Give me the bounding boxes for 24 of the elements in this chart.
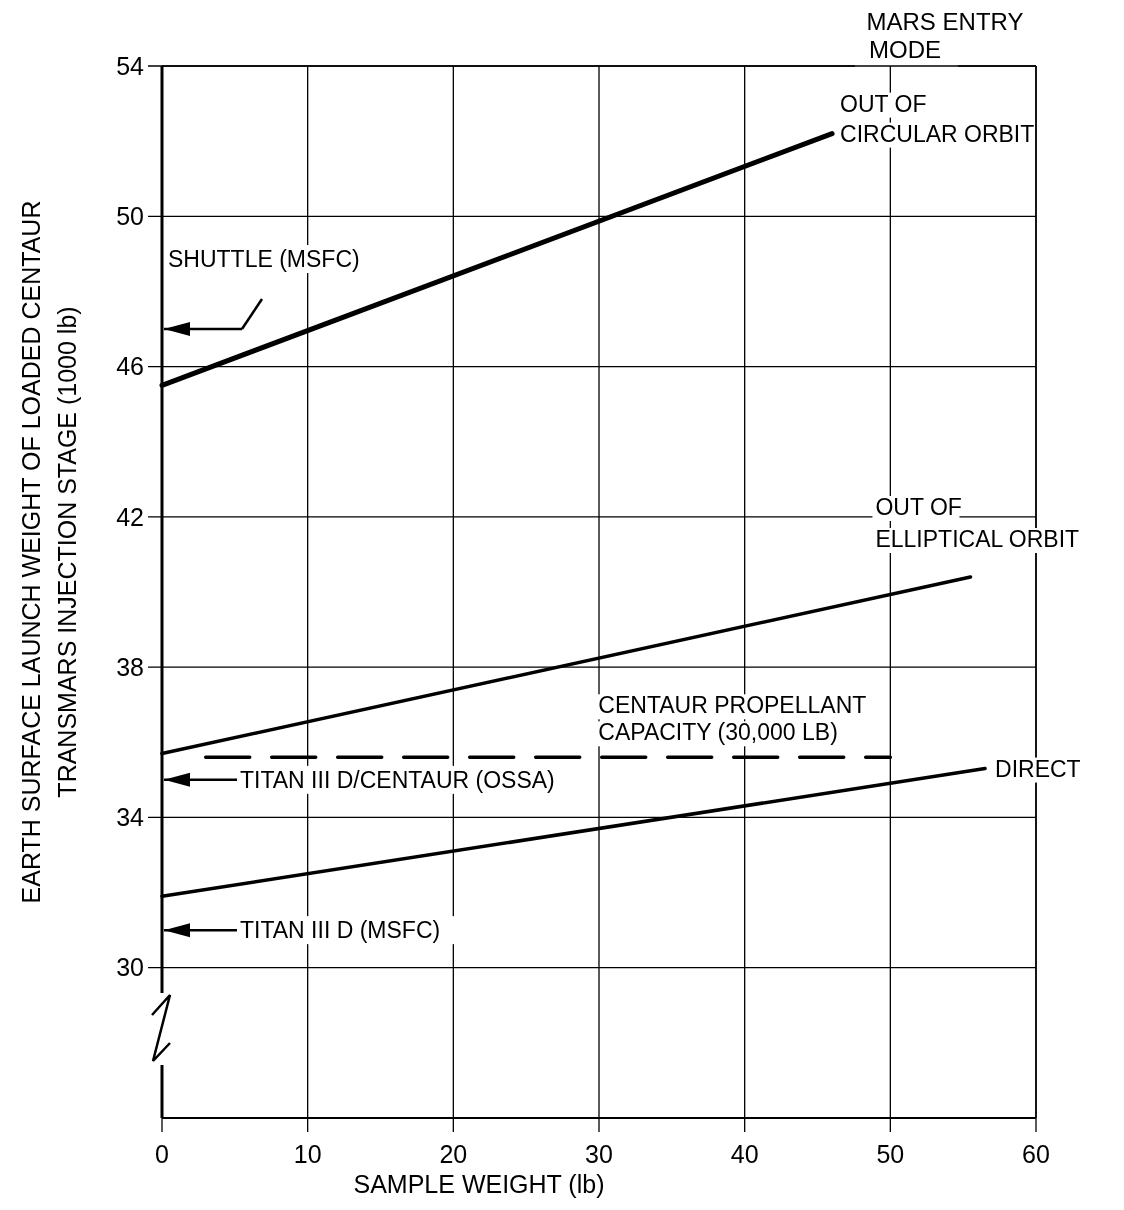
x-tick-label: 50 — [876, 1140, 905, 1168]
ref-line-label: TITAN III D/CENTAUR (OSSA) — [240, 766, 555, 793]
x-tick-label: 30 — [585, 1140, 613, 1168]
x-tick-label: 60 — [1022, 1140, 1050, 1168]
x-tick-label: 40 — [730, 1140, 759, 1168]
series-label: OUT OF ELLIPTICAL ORBIT — [875, 493, 1080, 552]
series-label: OUT OF CIRCULAR ORBIT — [840, 90, 1035, 147]
series-label: DIRECT — [995, 755, 1081, 782]
series-label: CENTAUR PROPELLANT CAPACITY (30,000 LB) — [598, 692, 867, 746]
ref-line-label: SHUTTLE (MSFC) — [168, 246, 360, 273]
x-tick-label: 20 — [439, 1140, 468, 1168]
y-tick-label: 50 — [116, 202, 144, 231]
x-tick-label: 0 — [155, 1140, 169, 1168]
y-tick-label: 30 — [116, 953, 144, 982]
y-axis-title: EARTH SURFACE LAUNCH WEIGHT OF LOADED CENTAUR TRANSMARS INJECTION STAGE (1000 lb) — [17, 200, 81, 904]
x-axis-title: SAMPLE WEIGHT (lb) — [353, 1170, 605, 1198]
y-tick-label: 42 — [116, 502, 144, 531]
y-tick-label: 54 — [116, 51, 145, 80]
y-tick-label: 46 — [116, 352, 144, 381]
legend-title: MARS ENTRY MODE — [866, 8, 1024, 63]
ref-line-label: TITAN III D (MSFC) — [240, 917, 441, 944]
y-tick-label: 38 — [116, 652, 144, 681]
x-tick-label: 10 — [293, 1140, 322, 1168]
y-tick-label: 34 — [116, 803, 145, 832]
